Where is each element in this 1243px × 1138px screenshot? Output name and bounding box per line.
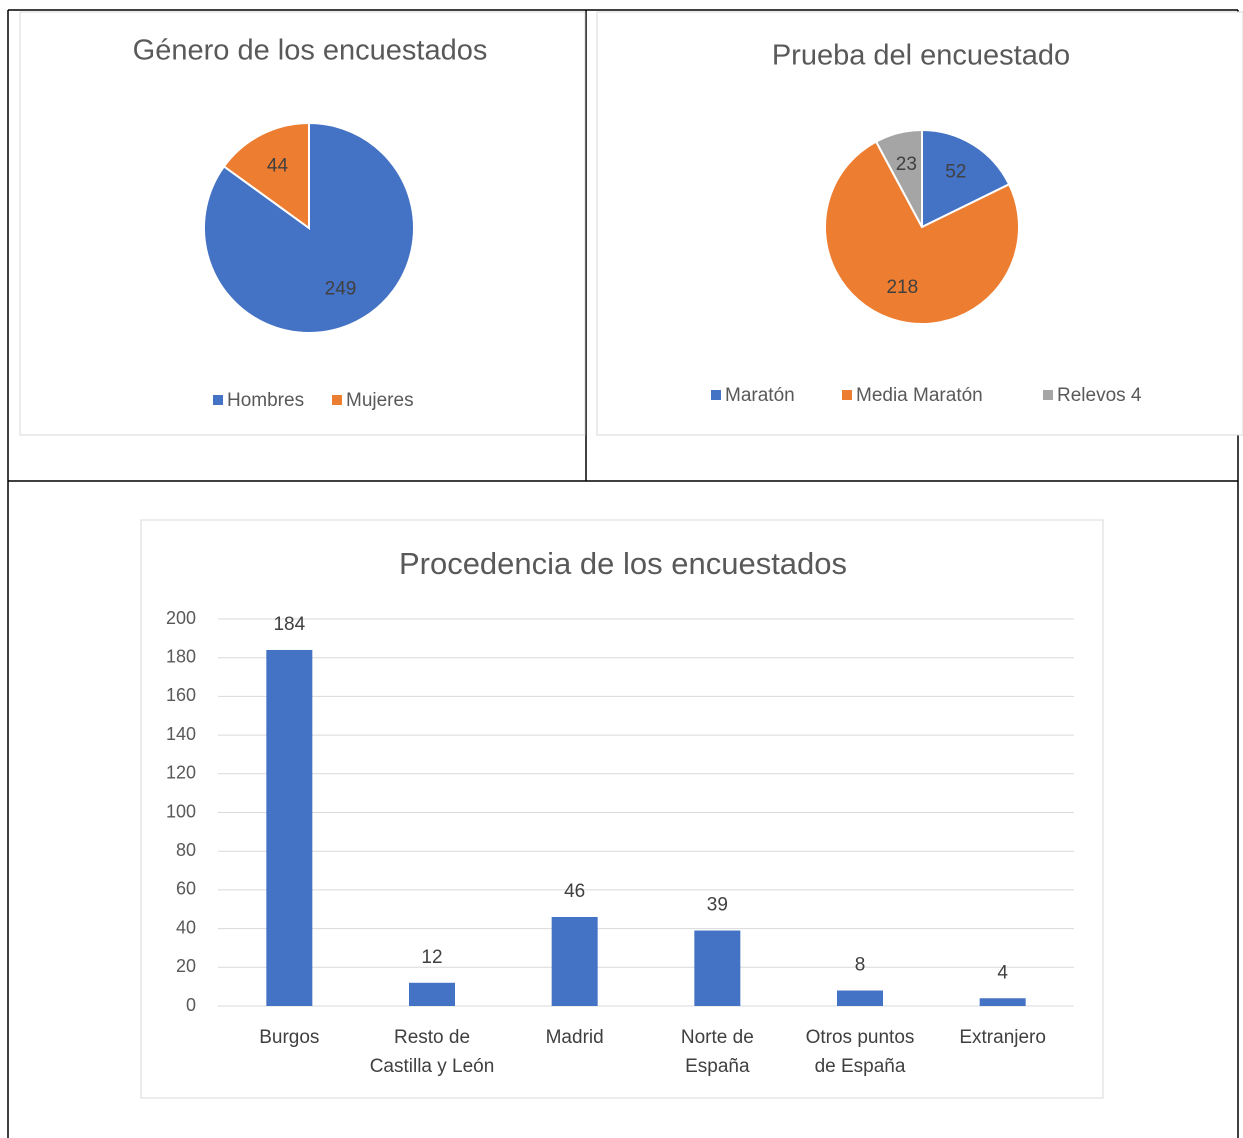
chart-title: Procedencia de los encuestados	[399, 546, 847, 581]
legend-label: Mujeres	[346, 390, 414, 411]
pie-slice	[921, 128, 1011, 229]
x-tick-label: Extranjero	[959, 1027, 1046, 1048]
data-label: 12	[421, 947, 442, 968]
data-label: 23	[896, 154, 917, 175]
data-label: 39	[707, 895, 728, 916]
bar	[979, 998, 1026, 1006]
y-tick-label: 40	[176, 917, 196, 937]
y-tick-label: 180	[166, 646, 196, 666]
y-tick-label: 160	[166, 685, 196, 705]
y-tick-label: 60	[176, 879, 196, 899]
legend-swatch	[1043, 390, 1053, 400]
data-label: 44	[267, 155, 289, 176]
legend-swatch	[332, 395, 342, 405]
bar	[266, 649, 313, 1006]
legend-swatch	[213, 395, 223, 405]
data-label: 249	[325, 279, 357, 300]
legend-label: Maratón	[725, 385, 795, 406]
x-tick-label: Norte de España	[680, 1027, 754, 1077]
x-tick-label: Otros puntos de España	[805, 1027, 915, 1077]
pie-slice	[824, 140, 1020, 325]
pie-slice	[874, 128, 923, 228]
y-tick-label: 120	[166, 763, 196, 783]
y-tick-label: 0	[186, 995, 196, 1015]
data-label: 52	[945, 162, 966, 183]
chart-title: Prueba del encuestado	[772, 40, 1070, 72]
legend-label: Relevos 4	[1057, 385, 1142, 406]
pie-slice	[222, 121, 310, 230]
data-label: 8	[855, 955, 866, 976]
x-tick-label: Burgos	[259, 1027, 320, 1048]
y-tick-label: 200	[166, 608, 196, 628]
y-tick-label: 20	[176, 956, 196, 976]
y-tick-label: 100	[166, 801, 196, 821]
legend-label: Hombres	[227, 390, 304, 411]
data-label: 4	[997, 962, 1008, 983]
x-tick-label: Madrid	[545, 1027, 604, 1048]
y-tick-label: 80	[176, 840, 196, 860]
bar	[409, 982, 455, 1006]
bar	[694, 930, 741, 1006]
data-label: 184	[273, 614, 305, 635]
legend-swatch	[842, 390, 852, 400]
data-label: 218	[887, 277, 919, 298]
legend-swatch	[711, 390, 721, 400]
legend-label: Media Maratón	[856, 385, 983, 406]
y-tick-label: 140	[166, 724, 196, 744]
chart-title: Género de los encuestados	[133, 35, 488, 67]
x-tick-label: Resto de Castilla y León	[369, 1027, 495, 1077]
bar	[837, 990, 883, 1006]
bar	[551, 916, 598, 1006]
data-label: 46	[564, 881, 585, 902]
